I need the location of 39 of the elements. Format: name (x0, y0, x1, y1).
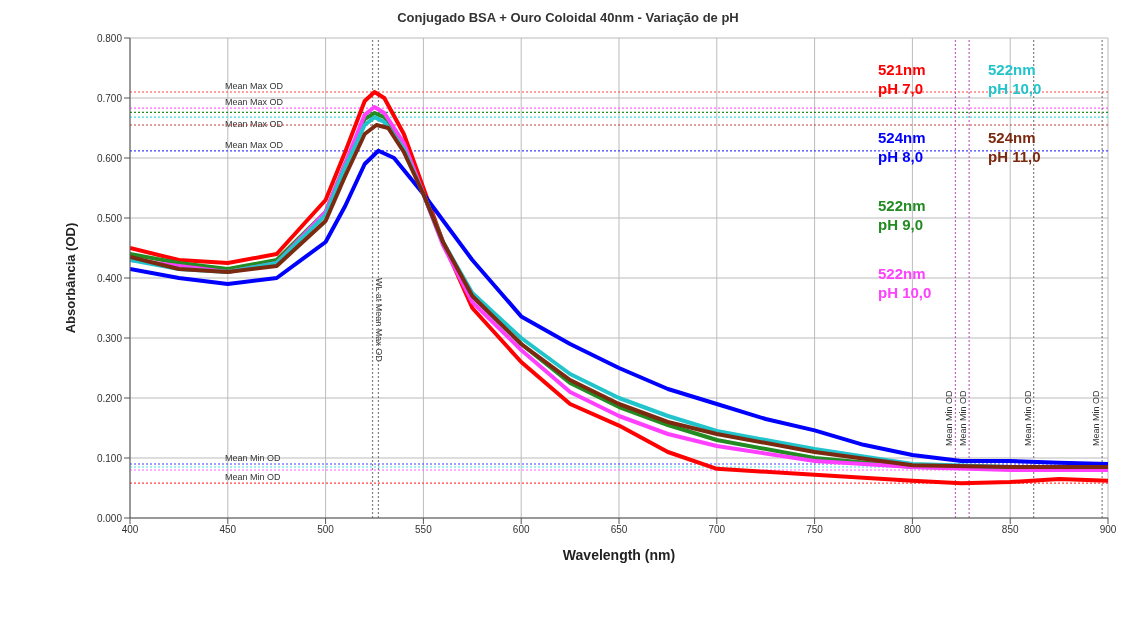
x-tick-label: 600 (512, 524, 530, 536)
ref-line-label: Mean Min OD (225, 472, 282, 483)
ref-line-label: Mean Max OD (225, 139, 284, 150)
x-tick-label: 750 (806, 524, 824, 536)
x-axis-title: Wavelength (nm) (562, 547, 676, 563)
text: 522nm pH 10,0 (878, 264, 933, 302)
y-tick-label: 0.600 (96, 152, 123, 164)
x-tick-label: 700 (708, 524, 726, 536)
x-tick-label: 400 (121, 524, 139, 536)
y-tick-label: 0.500 (96, 212, 123, 224)
chart-title: Conjugado BSA + Ouro Coloidal 40nm - Variação de pH (396, 10, 740, 25)
ref-line-label: Mean Max OD (225, 97, 284, 108)
text: 524nm pH 8,0 (878, 128, 927, 166)
text: 522nm pH 9,0 (878, 196, 927, 234)
text: 524nm pH 11,0 (988, 128, 1042, 166)
x-tick-label: 900 (1099, 524, 1117, 536)
x-tick-label: 650 (610, 524, 628, 536)
x-tick-label: 450 (219, 524, 237, 536)
text: 522nm pH 10,0 (988, 60, 1043, 98)
y-tick-label: 0.100 (96, 452, 123, 464)
x-tick-label: 500 (317, 524, 335, 536)
x-tick-label: 550 (415, 524, 433, 536)
ref-line-label: Mean Min OD (1091, 389, 1102, 446)
ref-line-label: Mean Max OD (225, 81, 284, 91)
y-tick-label: 0.800 (96, 32, 123, 44)
ref-line-label: Mean Min OD (1022, 389, 1033, 446)
ref-line-label: Mean Min OD (225, 453, 282, 463)
y-tick-label: 0.300 (96, 332, 123, 344)
x-tick-label: 800 (904, 524, 922, 536)
y-tick-label: 0.000 (96, 512, 123, 524)
ref-line-label: Mean Max OD (225, 119, 284, 130)
x-tick-label: 850 (1001, 524, 1019, 536)
y-tick-label: 0.700 (96, 92, 123, 104)
y-axis-title: Absorbância (OD) (62, 222, 78, 334)
ref-line-label: Mean Min OD (958, 389, 969, 446)
text: 521nm pH 7,0 (878, 60, 927, 98)
ref-line-label: Mean Min OD (944, 389, 955, 446)
y-tick-label: 0.200 (96, 392, 123, 404)
y-tick-label: 0.400 (96, 272, 123, 284)
